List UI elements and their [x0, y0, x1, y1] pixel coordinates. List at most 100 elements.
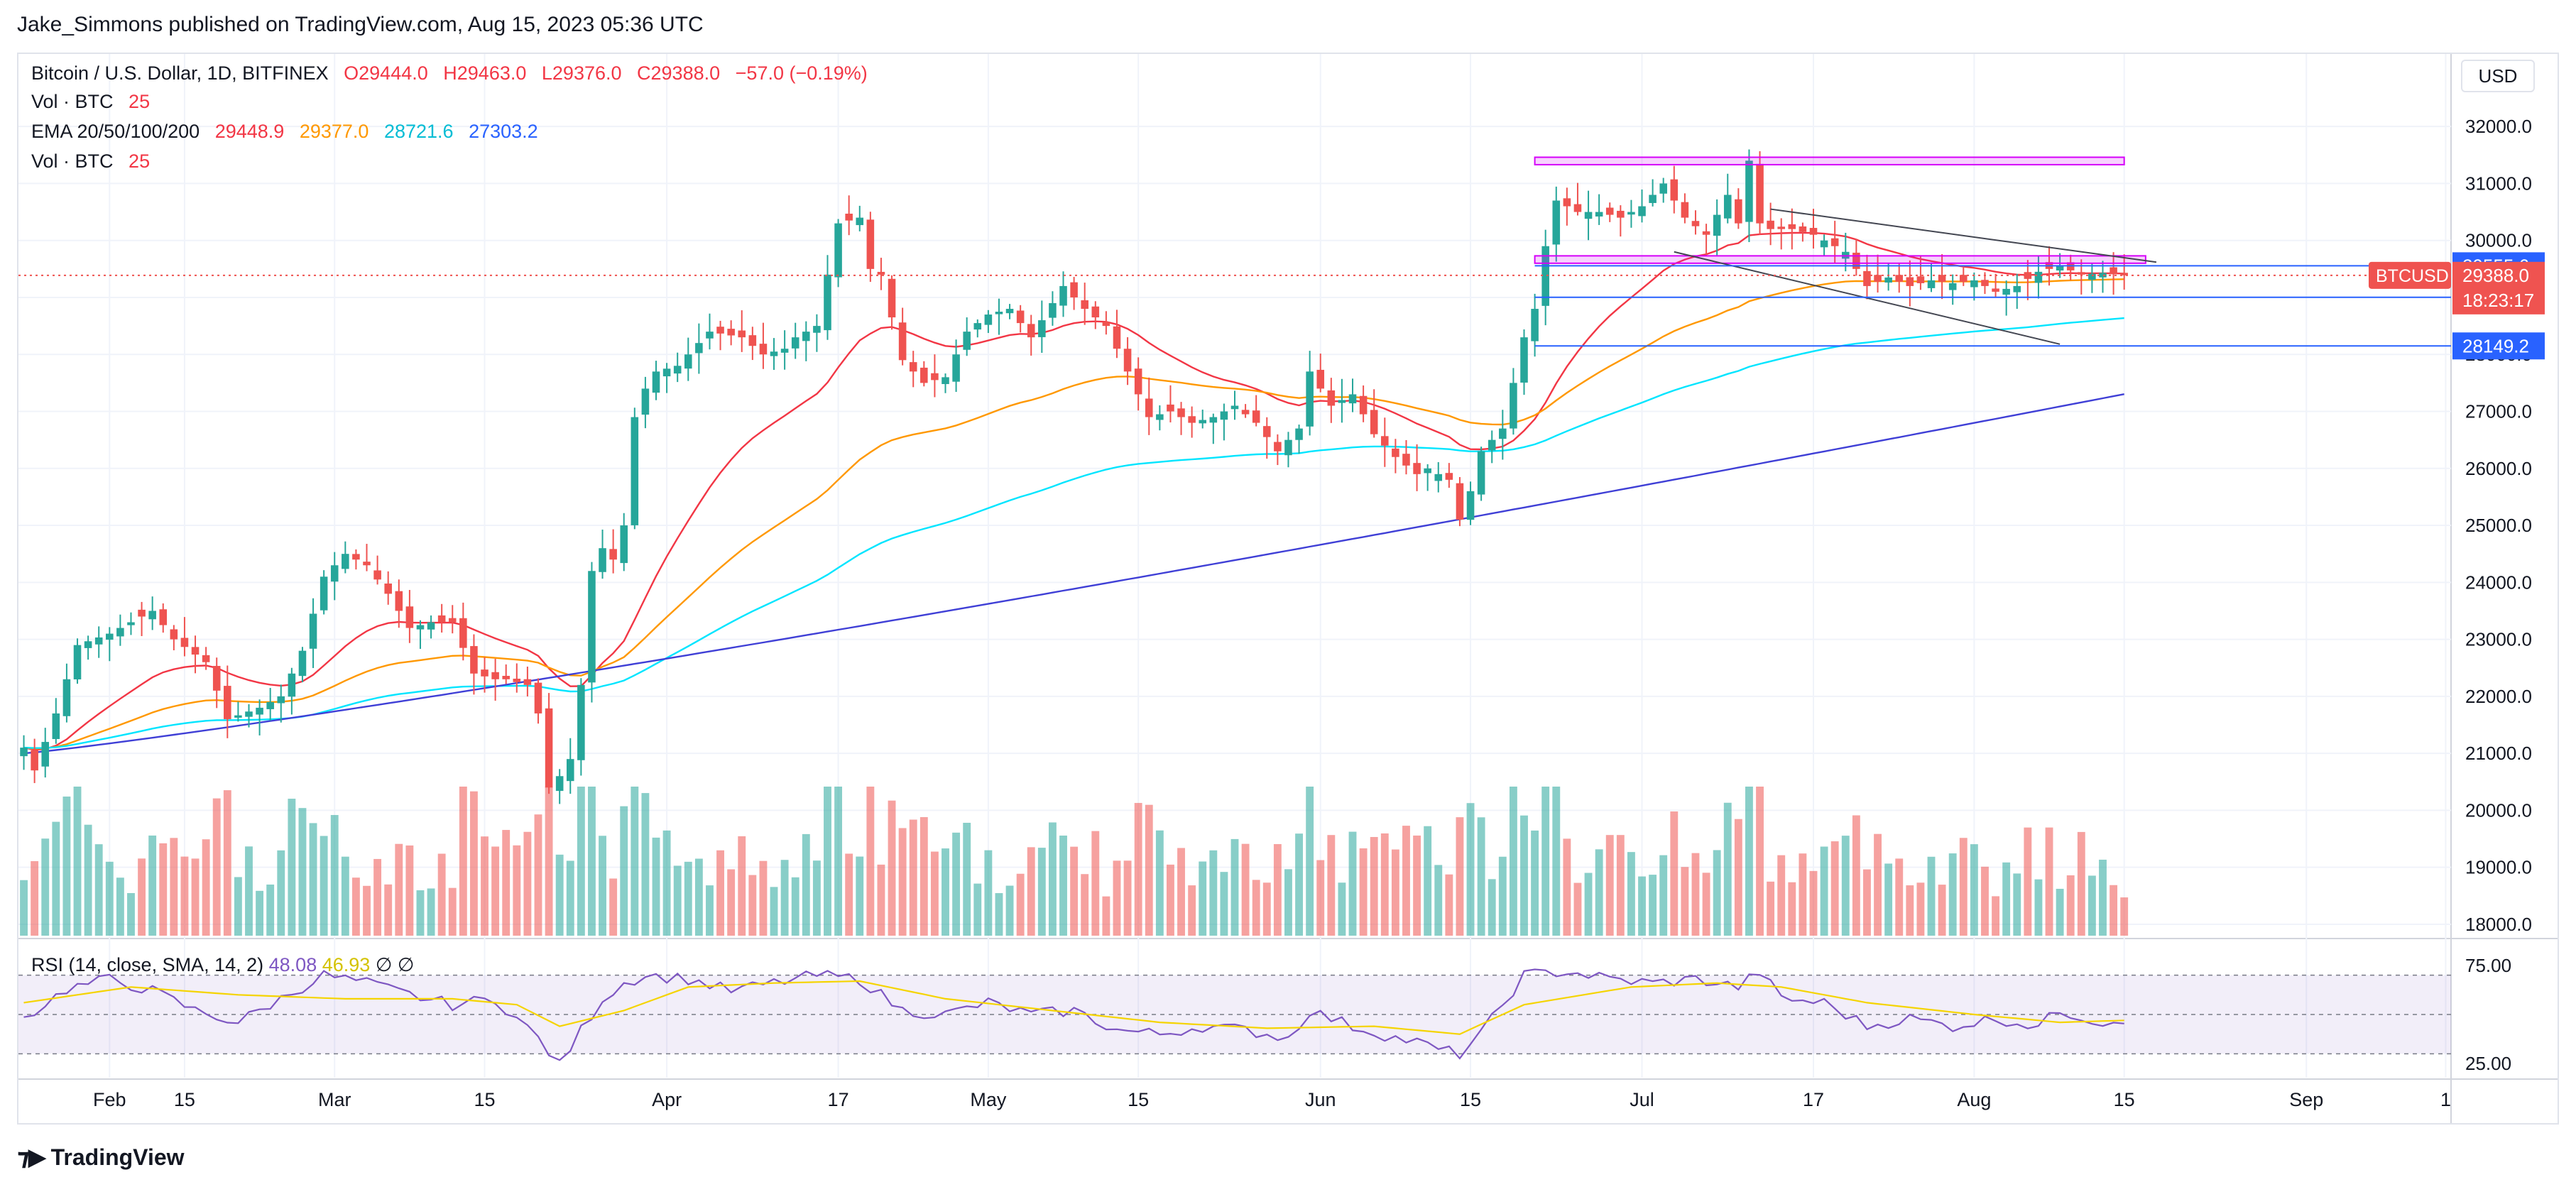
- volume-bar: [1466, 803, 1475, 936]
- volume-bar: [427, 888, 435, 936]
- volume-bar: [1820, 846, 1828, 936]
- y-tick-label: 24000.0: [2465, 571, 2532, 593]
- volume-bar: [2120, 897, 2129, 936]
- volume-bar: [1477, 817, 1485, 936]
- y-tick-label: 26000.0: [2465, 458, 2532, 479]
- candle-body: [1617, 210, 1625, 218]
- volume-bar: [2099, 859, 2107, 936]
- volume-bar: [1895, 858, 1904, 936]
- rsi-line: [23, 968, 2124, 1061]
- symbol-name[interactable]: Bitcoin / U.S. Dollar, 1D, BITFINEX: [31, 62, 329, 84]
- volume-bar: [330, 815, 339, 936]
- symbol-legend[interactable]: Bitcoin / U.S. Dollar, 1D, BITFINEX O294…: [31, 62, 878, 84]
- candle-body: [1199, 420, 1207, 424]
- candle-body: [1852, 252, 1860, 269]
- tradingview-logo[interactable]: ⁊▶ TradingView: [17, 1143, 185, 1171]
- candle-body: [1541, 246, 1549, 306]
- volume-bar: [1445, 874, 1453, 936]
- volume-bar: [481, 836, 489, 936]
- volume-bar: [1434, 865, 1443, 936]
- volume-bar: [1616, 835, 1625, 936]
- volume-bar: [942, 848, 949, 936]
- x-tick-label: Aug: [1957, 1089, 1991, 1110]
- volume-bar: [1638, 876, 1646, 936]
- volume-bar: [405, 845, 414, 936]
- rsi-na-2: ∅: [397, 954, 415, 975]
- candle-body: [620, 525, 628, 564]
- candle-body: [1788, 224, 1796, 229]
- candle-body: [148, 611, 156, 620]
- candle-body: [1370, 410, 1378, 434]
- volume-bar: [1584, 873, 1593, 936]
- candle-body: [31, 750, 38, 771]
- volume-bar: [277, 850, 285, 936]
- candle-body: [534, 682, 542, 713]
- volume-bar: [1348, 831, 1357, 936]
- volume-bar: [2087, 875, 2096, 936]
- candle-body: [1992, 288, 1999, 292]
- candle-body: [1552, 200, 1561, 245]
- rsi-legend[interactable]: RSI (14, close, SMA, 14, 2) 48.08 46.93 …: [31, 954, 414, 976]
- candle-body: [716, 327, 724, 334]
- candle-body: [813, 326, 821, 333]
- volume-bar: [1541, 787, 1550, 936]
- volume-bar: [1188, 885, 1196, 936]
- volume-bar: [1295, 833, 1303, 936]
- currency-selector[interactable]: USD: [2461, 60, 2535, 92]
- candle-body: [1820, 240, 1828, 248]
- volume-bar: [459, 787, 467, 936]
- candle-body: [1584, 212, 1593, 219]
- volume-bar: [62, 797, 71, 936]
- candle-body: [695, 343, 703, 354]
- volume-bar: [1916, 882, 1925, 936]
- candle-body: [706, 332, 714, 339]
- candle-body: [416, 625, 425, 630]
- volume-bar: [1659, 855, 1668, 936]
- candle-body: [84, 641, 92, 648]
- volume-bar: [759, 860, 768, 936]
- candle-body: [856, 217, 864, 226]
- candle-body: [1531, 309, 1539, 341]
- candle-body: [1477, 451, 1485, 495]
- volume-bar: [523, 831, 532, 936]
- candle-body: [1713, 214, 1721, 236]
- ema20-line: [23, 231, 2124, 751]
- candle-body: [1070, 282, 1078, 297]
- ema50-line: [23, 278, 2124, 750]
- x-tick-label: 15: [474, 1089, 496, 1110]
- volume-bar: [631, 787, 639, 936]
- volume-bar: [609, 878, 618, 936]
- volume-bar: [919, 816, 928, 936]
- ema-legend[interactable]: EMA 20/50/100/200 29448.9 29377.0 28721.…: [31, 121, 548, 143]
- volume-bar: [1691, 853, 1700, 936]
- volume-bar: [52, 821, 60, 936]
- volume-legend[interactable]: Vol · BTC 25: [31, 91, 160, 113]
- candle-body: [2088, 273, 2096, 280]
- candle-body: [1262, 426, 1271, 437]
- candle-body: [877, 271, 885, 275]
- candle-body: [138, 609, 146, 617]
- symbol-tag: [2369, 261, 2451, 289]
- candle-body: [588, 571, 596, 683]
- candle-body: [94, 637, 103, 645]
- candle-body: [41, 742, 50, 767]
- volume-bar: [1841, 836, 1850, 936]
- candle-body: [791, 337, 799, 349]
- volume-bar: [1799, 853, 1807, 936]
- candle-body: [1209, 417, 1218, 423]
- volume-legend-2[interactable]: Vol · BTC 25: [31, 151, 160, 173]
- candle-body: [1916, 276, 1925, 283]
- volume-bar: [555, 854, 564, 936]
- volume-bar: [1199, 861, 1207, 936]
- candle-body: [1274, 442, 1282, 452]
- volume-bar: [1081, 874, 1089, 936]
- candle-body: [427, 622, 435, 630]
- volume-bar: [620, 806, 628, 936]
- candle-body: [898, 322, 907, 361]
- volume-bar: [1456, 817, 1464, 936]
- candle-body: [170, 629, 178, 640]
- candle-body: [1981, 280, 1989, 286]
- candle-body: [748, 335, 757, 346]
- volume-bar: [641, 793, 650, 936]
